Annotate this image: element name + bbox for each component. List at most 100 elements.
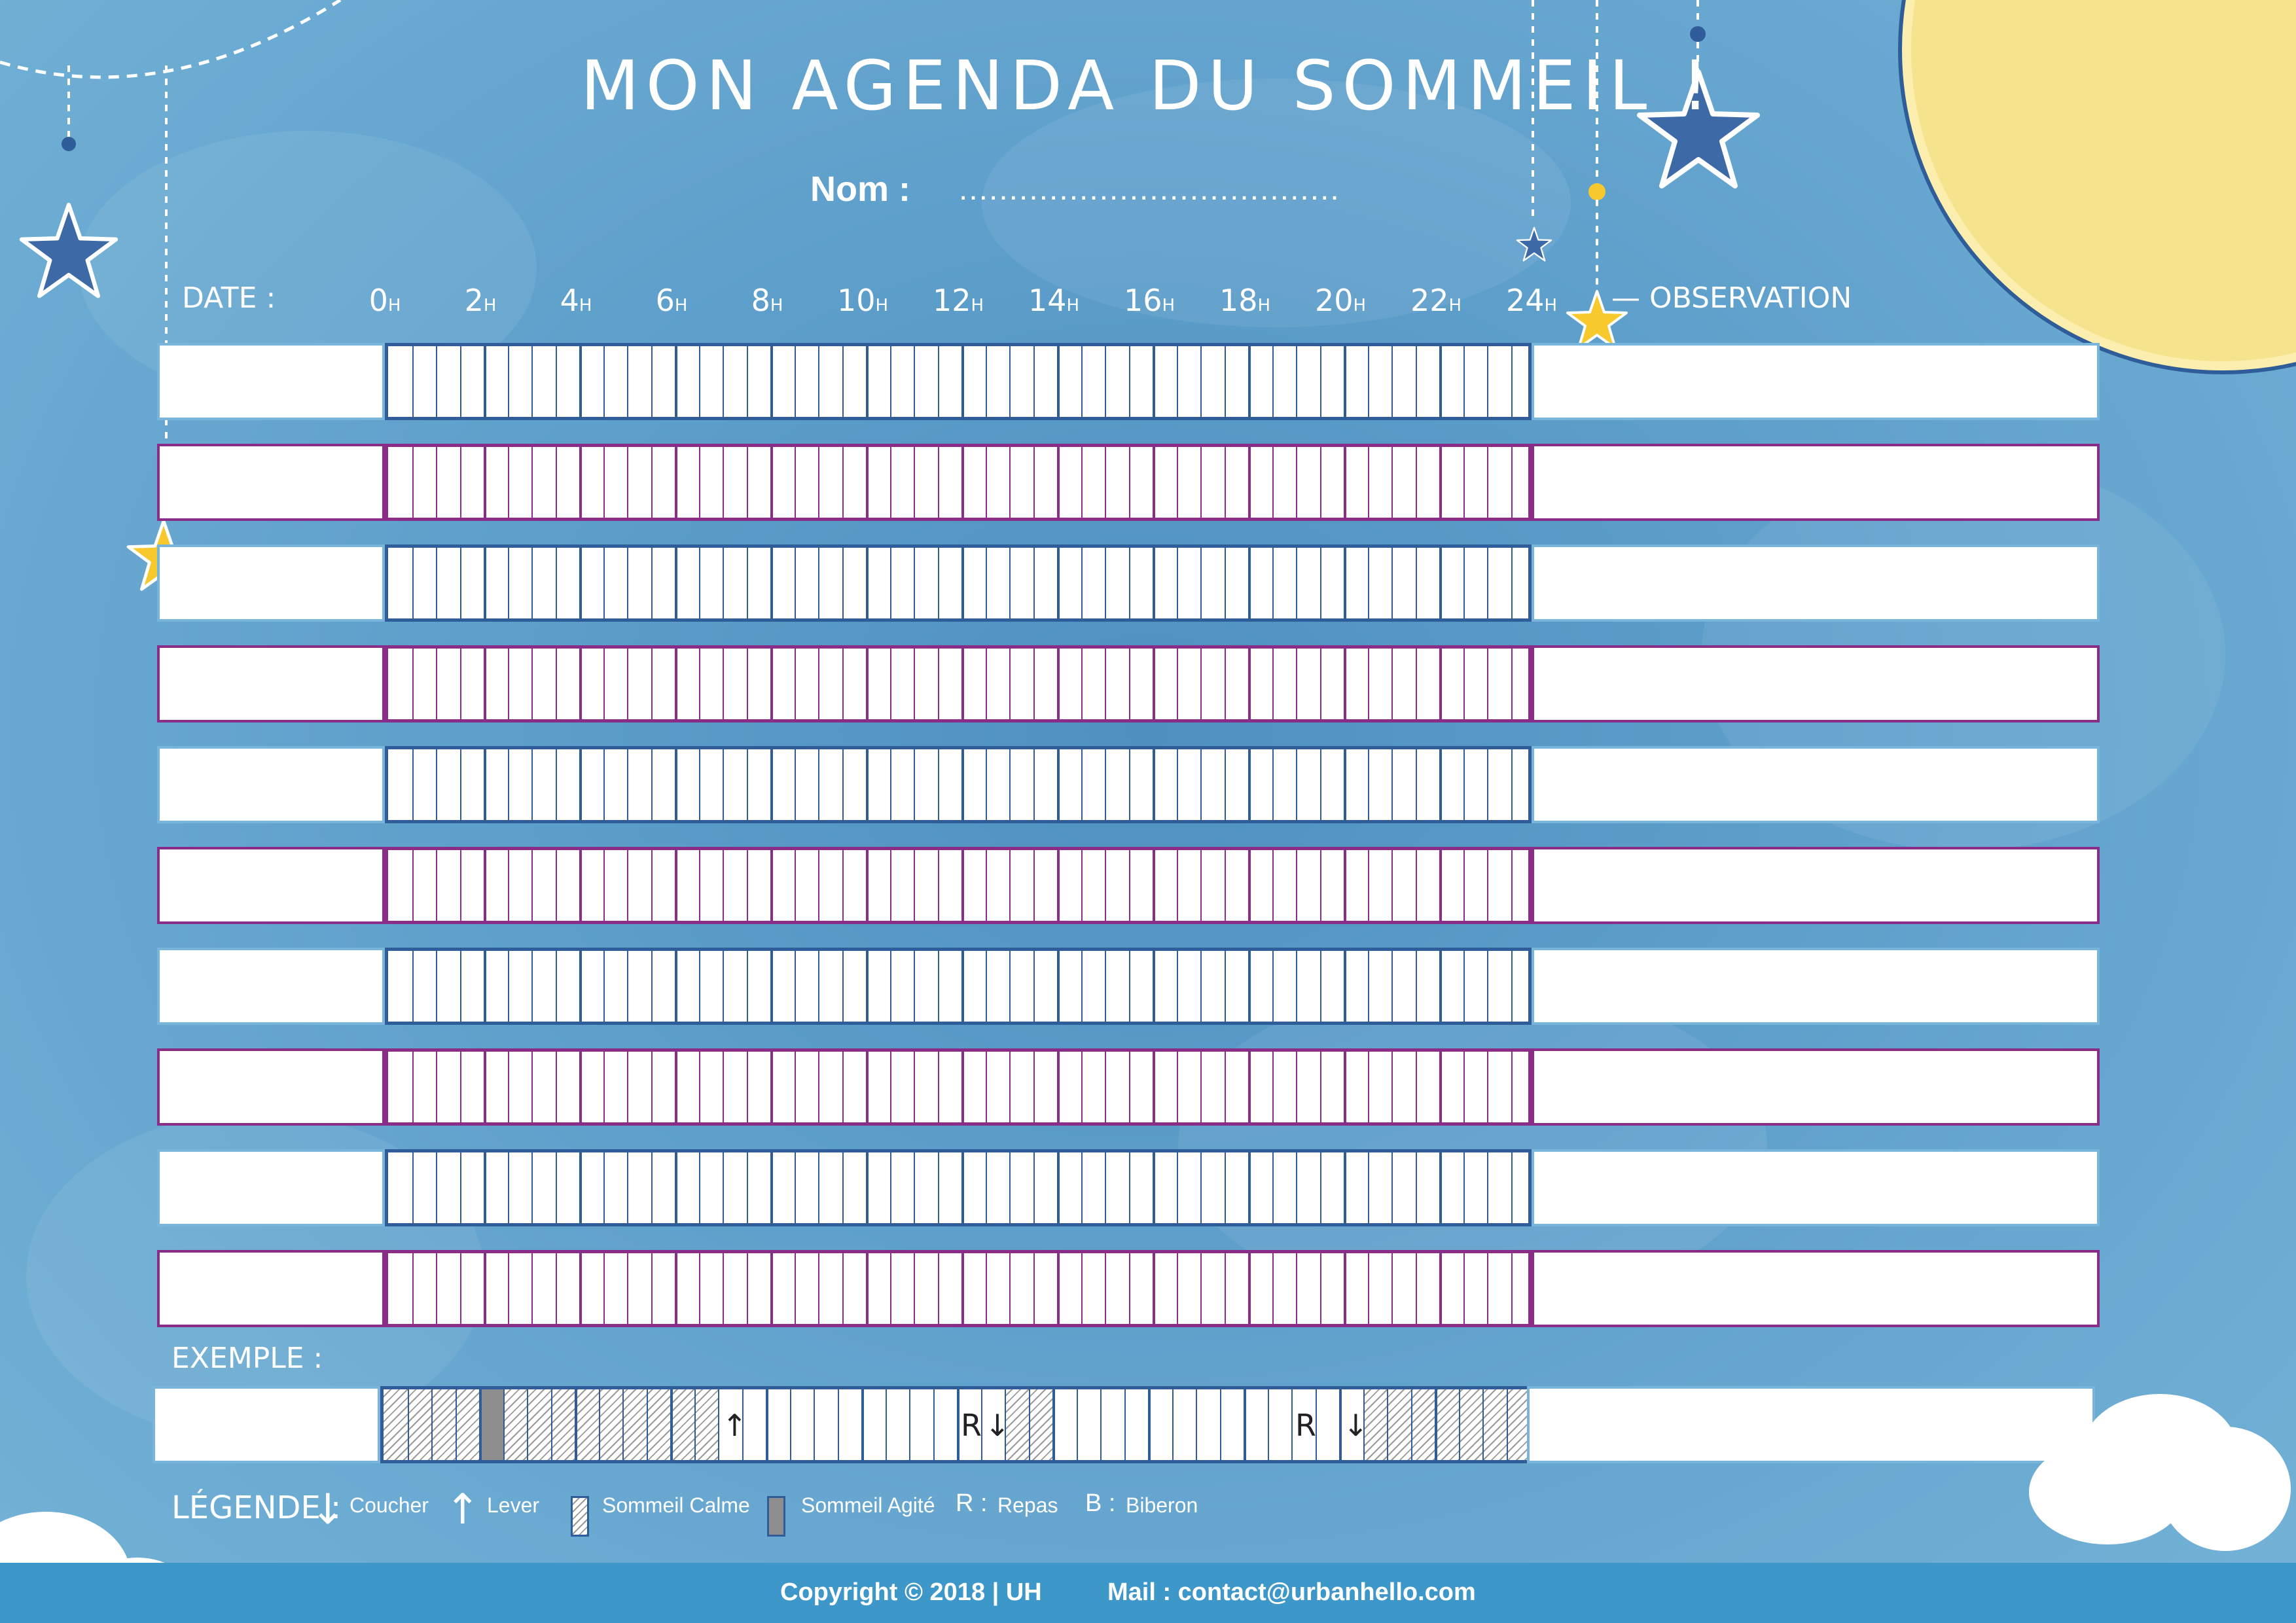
grid-line bbox=[1248, 1253, 1251, 1324]
hour-label: 24H bbox=[1505, 283, 1558, 318]
grid-line bbox=[603, 951, 605, 1022]
observation-input-cell[interactable] bbox=[1532, 544, 2100, 622]
star-icon bbox=[19, 202, 118, 298]
date-input-cell[interactable] bbox=[157, 343, 385, 420]
grid-line bbox=[914, 346, 915, 417]
grid-line bbox=[1344, 951, 1346, 1022]
contact-mail[interactable]: Mail : contact@urbanhello.com bbox=[1107, 1578, 1476, 1606]
grid-line bbox=[1319, 1152, 1321, 1223]
grid-line bbox=[985, 1253, 987, 1324]
grid-line bbox=[412, 951, 414, 1022]
date-column-header: DATE : bbox=[182, 281, 276, 315]
grid-line bbox=[603, 1152, 605, 1223]
grid-line bbox=[531, 749, 533, 820]
grid-line bbox=[1367, 1152, 1369, 1223]
hour-grid[interactable] bbox=[385, 948, 1532, 1025]
grid-line bbox=[484, 548, 486, 618]
hour-grid[interactable] bbox=[385, 343, 1532, 420]
grid-line bbox=[1319, 850, 1321, 921]
observation-input-cell[interactable] bbox=[1532, 1048, 2100, 1126]
grid-line bbox=[985, 1152, 987, 1223]
arrow-down-icon: ↓ bbox=[1343, 1408, 1369, 1443]
grid-line bbox=[627, 447, 628, 518]
grid-line bbox=[1033, 548, 1035, 618]
name-field[interactable]: ...................................... bbox=[959, 172, 1340, 207]
date-input-cell[interactable] bbox=[157, 544, 385, 622]
grid-line bbox=[1128, 1052, 1130, 1122]
hour-grid[interactable] bbox=[385, 544, 1532, 622]
grid-line bbox=[746, 1152, 748, 1223]
grid-line bbox=[1176, 649, 1178, 719]
hour-grid[interactable] bbox=[385, 1250, 1532, 1327]
grid-line bbox=[436, 850, 437, 921]
hour-grid[interactable] bbox=[385, 746, 1532, 823]
grid-line bbox=[479, 1389, 482, 1460]
example-date-cell bbox=[152, 1386, 380, 1463]
hour-grid[interactable] bbox=[385, 847, 1532, 924]
hour-label: 10H bbox=[836, 283, 889, 318]
date-input-cell[interactable] bbox=[157, 1149, 385, 1226]
observation-input-cell[interactable] bbox=[1532, 343, 2100, 420]
hour-grid[interactable] bbox=[385, 444, 1532, 521]
grid-line bbox=[909, 1389, 910, 1460]
grid-line bbox=[1009, 649, 1011, 719]
observation-input-cell[interactable] bbox=[1532, 746, 2100, 823]
grid-line bbox=[1487, 749, 1488, 820]
grid-line bbox=[698, 548, 700, 618]
legend-biberon: Biberon bbox=[1126, 1493, 1198, 1517]
date-input-cell[interactable] bbox=[157, 444, 385, 521]
grid-line bbox=[1487, 850, 1488, 921]
grid-line bbox=[627, 850, 628, 921]
grid-line bbox=[1344, 1052, 1346, 1122]
grid-line bbox=[937, 951, 939, 1022]
grid-line bbox=[1176, 447, 1178, 518]
grid-line bbox=[1153, 447, 1155, 518]
grid-line bbox=[933, 1389, 935, 1460]
grid-line bbox=[622, 1389, 624, 1460]
grid-line bbox=[937, 850, 939, 921]
date-input-cell[interactable] bbox=[157, 746, 385, 823]
grid-line bbox=[675, 1152, 677, 1223]
grid-line bbox=[603, 346, 605, 417]
grid-line bbox=[1153, 749, 1155, 820]
observation-input-cell[interactable] bbox=[1532, 444, 2100, 521]
grid-line bbox=[1105, 749, 1106, 820]
grid-line bbox=[1105, 1152, 1106, 1223]
grid-line bbox=[794, 1152, 796, 1223]
grid-line bbox=[646, 1389, 648, 1460]
observation-input-cell[interactable] bbox=[1532, 1149, 2100, 1226]
observation-input-cell[interactable] bbox=[1532, 1250, 2100, 1327]
grid-line bbox=[818, 1052, 819, 1122]
hour-label: 14H bbox=[1028, 283, 1080, 318]
grid-line bbox=[579, 548, 582, 618]
grid-line bbox=[980, 1389, 982, 1460]
grid-line bbox=[1248, 1052, 1251, 1122]
date-input-cell[interactable] bbox=[157, 1048, 385, 1126]
grid-line bbox=[937, 1253, 939, 1324]
date-input-cell[interactable] bbox=[157, 1250, 385, 1327]
grid-line bbox=[985, 1052, 987, 1122]
grid-line bbox=[1439, 1253, 1442, 1324]
date-input-cell[interactable] bbox=[157, 847, 385, 924]
day-row bbox=[157, 444, 2100, 521]
hour-grid[interactable] bbox=[385, 1149, 1532, 1226]
grid-line bbox=[1176, 346, 1178, 417]
grid-line bbox=[670, 1389, 673, 1460]
grid-line bbox=[818, 951, 819, 1022]
hour-grid[interactable] bbox=[385, 645, 1532, 722]
grid-line bbox=[1482, 1389, 1484, 1460]
grid-line bbox=[1415, 1052, 1417, 1122]
hour-grid[interactable] bbox=[385, 1048, 1532, 1126]
grid-line bbox=[1128, 850, 1130, 921]
date-input-cell[interactable] bbox=[157, 645, 385, 722]
observation-input-cell[interactable] bbox=[1532, 645, 2100, 722]
grid-line bbox=[1153, 346, 1155, 417]
observation-input-cell[interactable] bbox=[1532, 948, 2100, 1025]
grid-line bbox=[1081, 548, 1083, 618]
grid-line bbox=[1128, 548, 1130, 618]
date-input-cell[interactable] bbox=[157, 948, 385, 1025]
grid-line bbox=[1439, 447, 1442, 518]
observation-input-cell[interactable] bbox=[1532, 847, 2100, 924]
grid-line bbox=[937, 346, 939, 417]
grid-line bbox=[1100, 1389, 1102, 1460]
